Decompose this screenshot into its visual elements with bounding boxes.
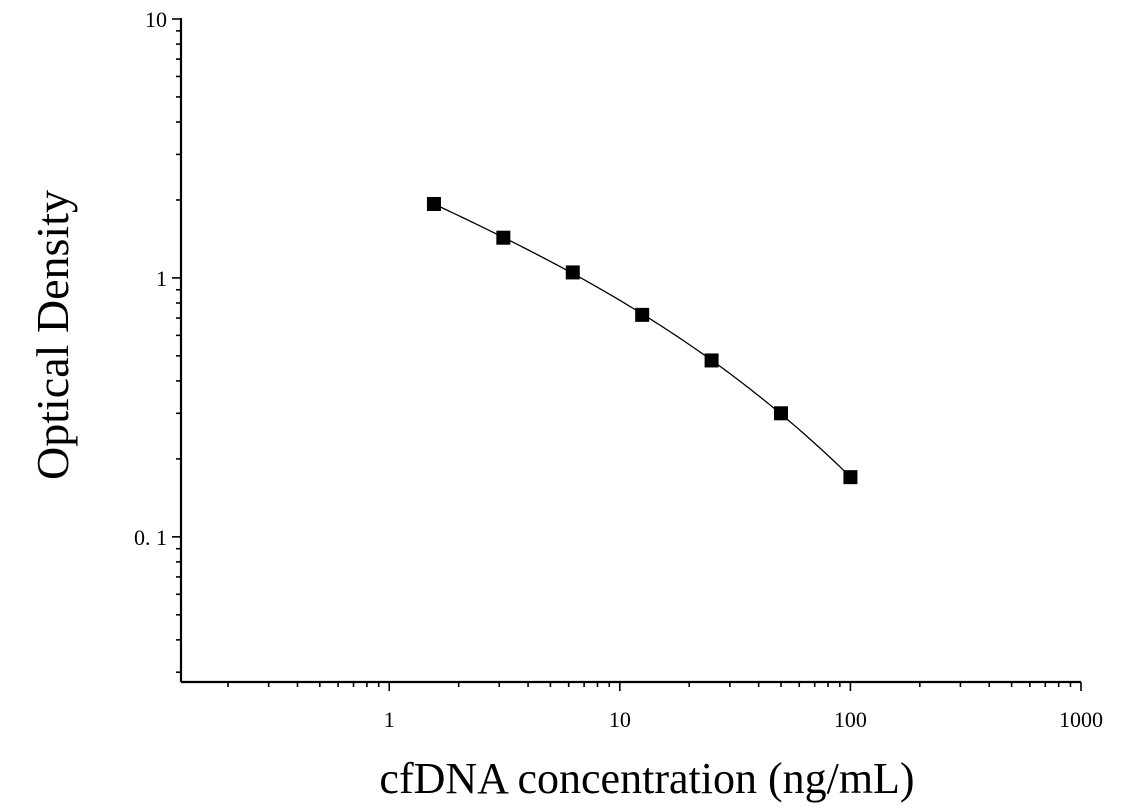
x-tick-label: 10 (609, 707, 631, 732)
y-axis-title: Optical Density (27, 190, 78, 480)
x-tick-label: 1000 (1059, 707, 1103, 732)
data-point-marker (426, 196, 441, 211)
data-point-marker (635, 307, 650, 322)
x-tick-label: 1 (384, 707, 395, 732)
x-tick-label: 100 (834, 707, 867, 732)
axes (172, 18, 1082, 691)
x-axis-title: cfDNA concentration (ng/mL) (379, 754, 914, 803)
y-tick-label: 0. 1 (134, 525, 167, 550)
tick-labels: 1 10 100 1000 0. 1 1 10 (134, 7, 1103, 732)
y-tick-label: 1 (156, 266, 167, 291)
data-point-marker (565, 265, 580, 280)
data-point-marker (704, 353, 719, 368)
data-point-marker (843, 470, 858, 485)
y-tick-label: 10 (145, 7, 167, 32)
data-point-marker (496, 230, 511, 245)
fit-curve (433, 203, 851, 478)
data-point-marker (774, 406, 788, 421)
data-points (426, 196, 858, 485)
